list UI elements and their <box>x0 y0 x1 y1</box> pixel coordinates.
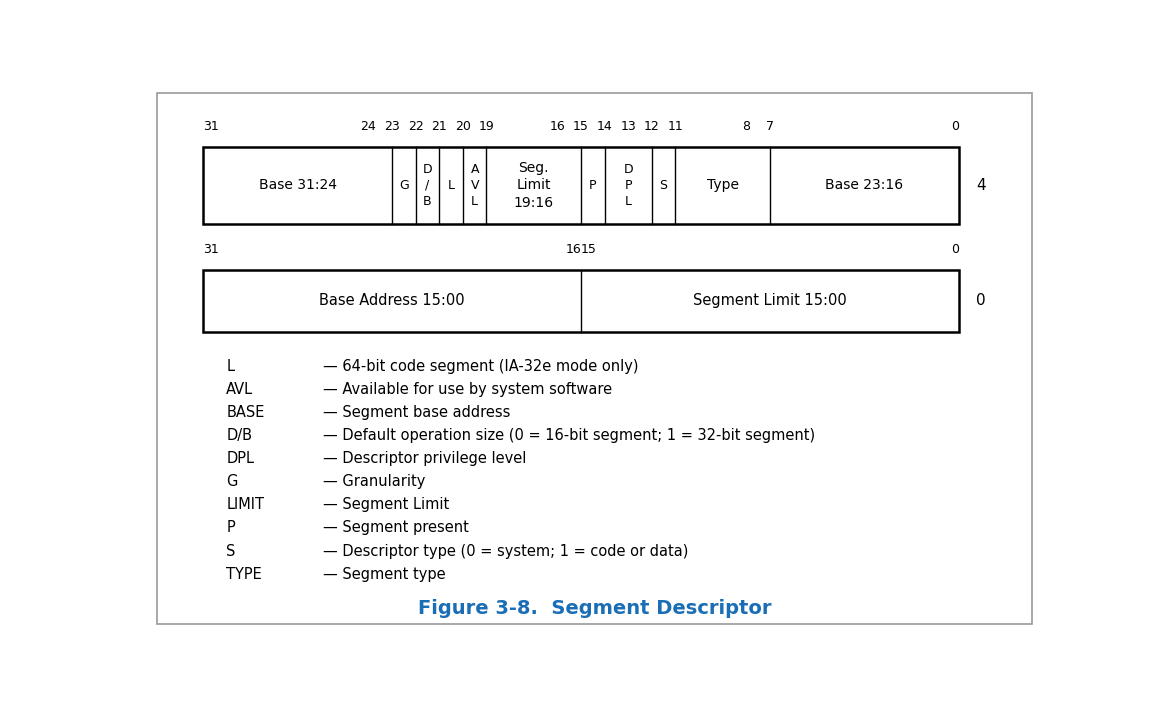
Text: Type: Type <box>706 178 739 192</box>
Text: 13: 13 <box>621 120 636 133</box>
Text: 12: 12 <box>644 120 660 133</box>
Text: TYPE: TYPE <box>226 567 262 581</box>
Text: Segment Limit 15:00: Segment Limit 15:00 <box>693 293 847 308</box>
Text: 4: 4 <box>976 178 986 193</box>
Text: — Available for use by system software: — Available for use by system software <box>324 382 612 397</box>
Text: L: L <box>448 179 455 192</box>
Text: 8: 8 <box>742 120 751 133</box>
Text: Seg.
Limit
19:16: Seg. Limit 19:16 <box>514 161 553 209</box>
Bar <box>203 270 959 332</box>
Text: — Segment Limit: — Segment Limit <box>324 497 450 513</box>
Text: 11: 11 <box>667 120 683 133</box>
Text: D
/
B: D / B <box>422 163 433 208</box>
Text: 31: 31 <box>203 243 219 256</box>
Text: G: G <box>226 474 238 489</box>
Text: 0: 0 <box>951 243 959 256</box>
Text: D
P
L: D P L <box>623 163 633 208</box>
Text: L: L <box>226 359 234 373</box>
Text: — Default operation size (0 = 16-bit segment; 1 = 32-bit segment): — Default operation size (0 = 16-bit seg… <box>324 428 815 443</box>
Text: 16: 16 <box>565 243 581 256</box>
Text: S: S <box>660 179 668 192</box>
Text: AVL: AVL <box>226 382 254 397</box>
Text: 31: 31 <box>203 120 219 133</box>
Text: Base 23:16: Base 23:16 <box>825 178 904 192</box>
Text: Figure 3-8.  Segment Descriptor: Figure 3-8. Segment Descriptor <box>418 599 771 618</box>
Text: 15: 15 <box>573 120 589 133</box>
Text: S: S <box>226 544 235 559</box>
Text: 0: 0 <box>951 120 959 133</box>
Text: P: P <box>589 179 596 192</box>
Text: 21: 21 <box>432 120 447 133</box>
Text: 20: 20 <box>455 120 471 133</box>
Text: — Descriptor privilege level: — Descriptor privilege level <box>324 451 527 466</box>
Text: Base Address 15:00: Base Address 15:00 <box>319 293 465 308</box>
Text: Base 31:24: Base 31:24 <box>259 178 336 192</box>
Text: G: G <box>399 179 408 192</box>
Text: — Segment present: — Segment present <box>324 520 469 535</box>
Text: 14: 14 <box>596 120 612 133</box>
Text: 15: 15 <box>581 243 596 256</box>
Text: — 64-bit code segment (IA-32e mode only): — 64-bit code segment (IA-32e mode only) <box>324 359 639 373</box>
Text: LIMIT: LIMIT <box>226 497 264 513</box>
Text: — Descriptor type (0 = system; 1 = code or data): — Descriptor type (0 = system; 1 = code … <box>324 544 689 559</box>
Text: 0: 0 <box>976 293 986 308</box>
Text: 19: 19 <box>479 120 494 133</box>
Bar <box>203 147 959 224</box>
Text: — Granularity: — Granularity <box>324 474 426 489</box>
Text: D/B: D/B <box>226 428 253 443</box>
Text: — Segment base address: — Segment base address <box>324 405 510 420</box>
Text: DPL: DPL <box>226 451 254 466</box>
Text: 7: 7 <box>766 120 774 133</box>
Text: 24: 24 <box>361 120 376 133</box>
Text: 23: 23 <box>384 120 400 133</box>
Text: 22: 22 <box>408 120 423 133</box>
Text: 16: 16 <box>550 120 565 133</box>
Text: A
V
L: A V L <box>471 163 479 208</box>
Text: BASE: BASE <box>226 405 264 420</box>
Text: — Segment type: — Segment type <box>324 567 445 581</box>
Text: P: P <box>226 520 235 535</box>
